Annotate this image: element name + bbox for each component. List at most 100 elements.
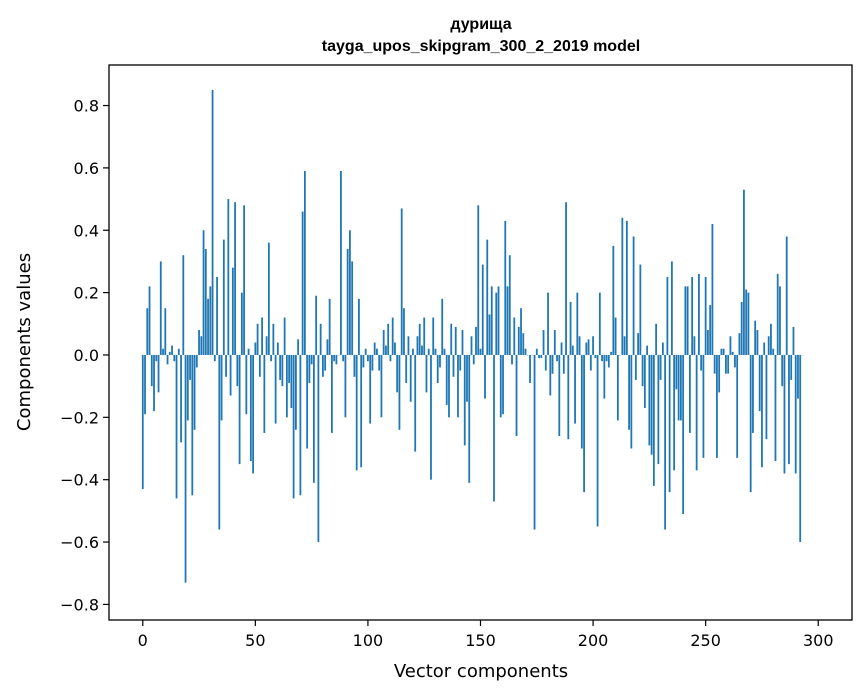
bar — [272, 324, 274, 355]
bar — [430, 355, 432, 480]
bar — [453, 355, 455, 377]
bar — [639, 265, 641, 355]
bar — [446, 355, 448, 405]
bar — [408, 336, 410, 355]
bar — [655, 324, 657, 355]
bar — [259, 355, 261, 377]
bar — [475, 327, 477, 355]
bar — [786, 236, 788, 354]
bar — [216, 277, 218, 355]
bar — [315, 296, 317, 355]
bar — [718, 355, 720, 392]
bar — [383, 330, 385, 355]
bar — [772, 349, 774, 355]
bar — [705, 277, 707, 355]
bar — [594, 355, 596, 358]
bar — [234, 202, 236, 355]
bar — [279, 355, 281, 380]
bar — [250, 355, 252, 461]
bar — [525, 349, 527, 355]
bar — [646, 346, 648, 355]
bar — [299, 355, 301, 495]
bar — [617, 355, 619, 420]
bar — [320, 324, 322, 355]
bar — [486, 240, 488, 355]
bar — [462, 330, 464, 355]
bar — [725, 355, 727, 374]
bar — [790, 355, 792, 380]
bar — [588, 339, 590, 355]
bar — [777, 274, 779, 355]
bar — [714, 355, 716, 374]
bar — [507, 286, 509, 355]
bar — [628, 355, 630, 430]
bar — [534, 355, 536, 530]
bar — [367, 355, 369, 361]
bar — [421, 346, 423, 355]
bar — [257, 324, 259, 355]
bar — [261, 318, 263, 355]
bar — [687, 286, 689, 355]
bar — [304, 171, 306, 355]
x-tick-label: 200 — [578, 631, 609, 650]
bar — [491, 286, 493, 355]
bar — [554, 330, 556, 355]
bar — [565, 202, 567, 355]
bar — [347, 249, 349, 355]
bar — [342, 355, 344, 361]
bar — [696, 355, 698, 470]
bar — [378, 355, 380, 371]
bar — [372, 355, 374, 371]
bar — [745, 289, 747, 354]
bar — [196, 355, 198, 367]
bar — [621, 218, 623, 355]
bar — [349, 230, 351, 355]
bar — [739, 333, 741, 355]
bar — [448, 355, 450, 417]
x-tick-label: 50 — [245, 631, 265, 650]
bar — [691, 277, 693, 355]
bar — [248, 349, 250, 355]
bar — [236, 355, 238, 386]
y-tick-label: −0.2 — [60, 408, 99, 427]
bar — [385, 346, 387, 355]
bar — [543, 330, 545, 355]
bar — [529, 355, 531, 383]
bar — [576, 293, 578, 355]
y-axis-ticks: −0.8−0.6−0.4−0.20.00.20.40.60.8 — [60, 97, 109, 615]
bar — [671, 261, 673, 355]
bar — [149, 286, 151, 355]
bar — [239, 355, 241, 464]
bar — [788, 355, 790, 464]
bar — [144, 355, 146, 414]
bar — [340, 171, 342, 355]
bar — [468, 355, 470, 483]
bar — [736, 355, 738, 458]
bar — [155, 355, 157, 361]
bar — [205, 249, 207, 355]
y-tick-label: 0.8 — [74, 97, 99, 116]
bar — [360, 355, 362, 467]
bar — [799, 355, 801, 542]
bar — [403, 308, 405, 355]
bar — [160, 261, 162, 355]
bar — [754, 321, 756, 355]
bar — [556, 355, 558, 361]
bar — [194, 355, 196, 430]
bar — [538, 355, 540, 358]
bar — [209, 286, 211, 355]
bar — [263, 355, 265, 433]
bar — [295, 355, 297, 430]
bar — [158, 355, 160, 392]
bar — [225, 355, 227, 377]
bar — [381, 355, 383, 417]
bar — [178, 349, 180, 355]
bar — [187, 355, 189, 420]
bar — [574, 355, 576, 424]
bar — [254, 343, 256, 355]
bar — [450, 324, 452, 355]
bars-layer — [142, 90, 801, 583]
bar — [734, 355, 736, 367]
bar — [624, 336, 626, 355]
